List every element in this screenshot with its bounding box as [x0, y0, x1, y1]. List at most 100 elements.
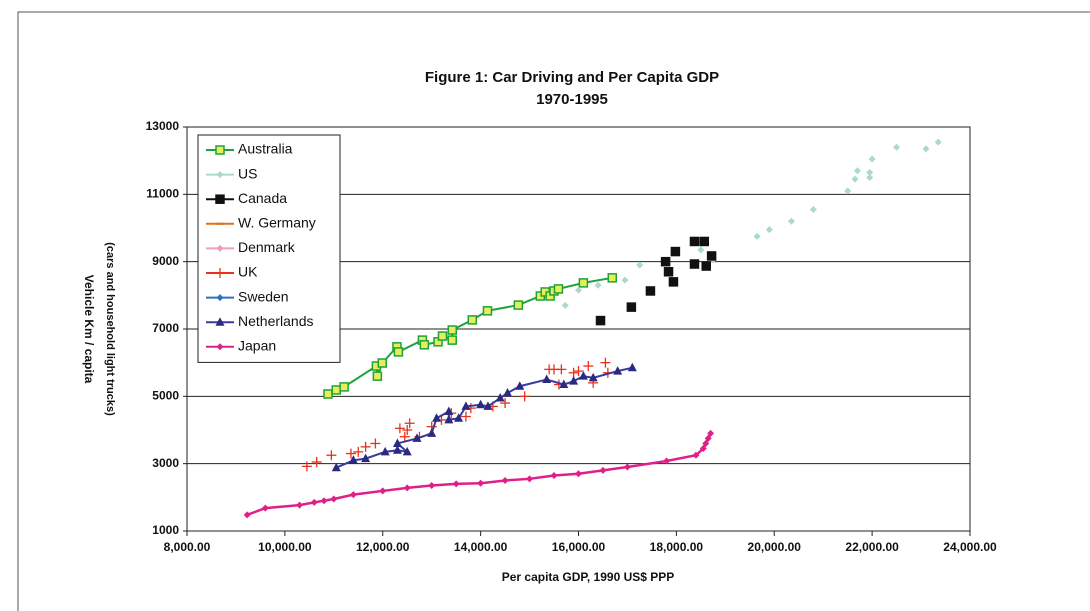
marker-shape: [483, 401, 493, 410]
marker-shape: [501, 477, 509, 484]
marker-shape: [844, 187, 852, 195]
y-axis-label: Vehicle Km / capita: [82, 275, 96, 384]
legend-label: W. Germany: [238, 215, 316, 231]
marker-shape: [419, 340, 430, 350]
marker-shape: [437, 331, 448, 341]
y-tick-label: 13000: [146, 119, 180, 133]
point: [627, 362, 637, 372]
marker-shape: [380, 446, 390, 456]
point: [866, 168, 874, 176]
point: [660, 256, 671, 267]
marker-shape: [447, 325, 457, 335]
point: [392, 445, 402, 454]
point: [419, 340, 430, 350]
marker-shape: [689, 236, 700, 247]
point: [689, 259, 700, 269]
marker-shape: [215, 194, 225, 204]
x-tick-label: 10,000.00: [258, 540, 312, 554]
marker-shape: [868, 155, 876, 163]
marker-shape: [689, 259, 700, 269]
marker-shape: [515, 381, 525, 390]
marker-shape: [320, 497, 328, 505]
point: [444, 406, 454, 415]
point: [575, 470, 582, 478]
marker-shape: [701, 261, 711, 271]
series-line: [327, 276, 613, 395]
marker-shape: [575, 286, 582, 294]
point: [432, 413, 442, 422]
point: [697, 246, 705, 254]
x-tick-label: 12,000.00: [356, 540, 410, 554]
marker-shape: [447, 335, 457, 345]
point: [454, 413, 464, 422]
marker-shape: [503, 387, 513, 397]
point: [553, 284, 564, 294]
marker-shape: [477, 479, 485, 487]
marker-shape: [261, 504, 269, 512]
marker-shape: [428, 482, 436, 490]
point: [447, 325, 457, 335]
point: [331, 462, 341, 472]
marker-shape: [578, 278, 589, 288]
marker-shape: [330, 495, 338, 503]
marker-shape: [692, 451, 700, 459]
marker-shape: [444, 406, 454, 415]
point: [689, 236, 700, 247]
point: [704, 434, 712, 442]
point: [215, 268, 225, 278]
point: [701, 261, 711, 271]
point: [310, 498, 318, 506]
marker-shape: [243, 511, 251, 519]
point: [394, 423, 405, 434]
point: [753, 232, 761, 240]
point: [404, 418, 415, 429]
point: [215, 194, 225, 204]
chart-subtitle: 1970-1995: [536, 91, 608, 108]
marker-shape: [216, 171, 224, 179]
x-axis-label: Per capita GDP, 1990 US$ PPP: [502, 570, 675, 584]
x-tick-label: 22,000.00: [845, 540, 899, 554]
marker-shape: [513, 300, 524, 310]
point: [215, 145, 225, 155]
marker-shape: [412, 433, 422, 442]
marker-shape: [339, 382, 349, 392]
marker-shape: [215, 145, 225, 155]
marker-shape: [216, 343, 224, 351]
marker-shape: [595, 315, 606, 326]
point: [626, 302, 637, 312]
y-axis-sublabel: (cars and household light trucks): [104, 242, 116, 416]
marker-shape: [613, 366, 623, 375]
marker-shape: [482, 306, 493, 316]
point: [476, 399, 486, 409]
point: [542, 374, 552, 383]
marker-shape: [853, 167, 861, 175]
point: [483, 401, 493, 410]
marker-shape: [866, 174, 874, 181]
point: [663, 267, 674, 277]
x-tick-label: 14,000.00: [454, 540, 508, 554]
y-tick-label: 1000: [152, 523, 179, 537]
marker-shape: [444, 414, 454, 424]
marker-shape: [851, 175, 859, 183]
point: [379, 487, 387, 495]
marker-shape: [893, 143, 901, 151]
point: [461, 401, 471, 410]
point: [765, 226, 773, 234]
series-line: [335, 366, 633, 469]
point: [216, 171, 224, 179]
point: [447, 335, 457, 345]
marker-shape: [663, 457, 671, 465]
legend-label: Denmark: [238, 239, 296, 255]
marker-shape: [670, 246, 681, 257]
point: [613, 366, 623, 375]
point: [559, 379, 569, 389]
point: [326, 450, 337, 461]
point: [311, 456, 322, 467]
point: [636, 261, 644, 269]
point: [503, 387, 513, 397]
marker-shape: [372, 371, 383, 381]
point: [345, 448, 356, 459]
marker-shape: [623, 463, 631, 471]
y-tick-label: 11000: [146, 187, 179, 201]
